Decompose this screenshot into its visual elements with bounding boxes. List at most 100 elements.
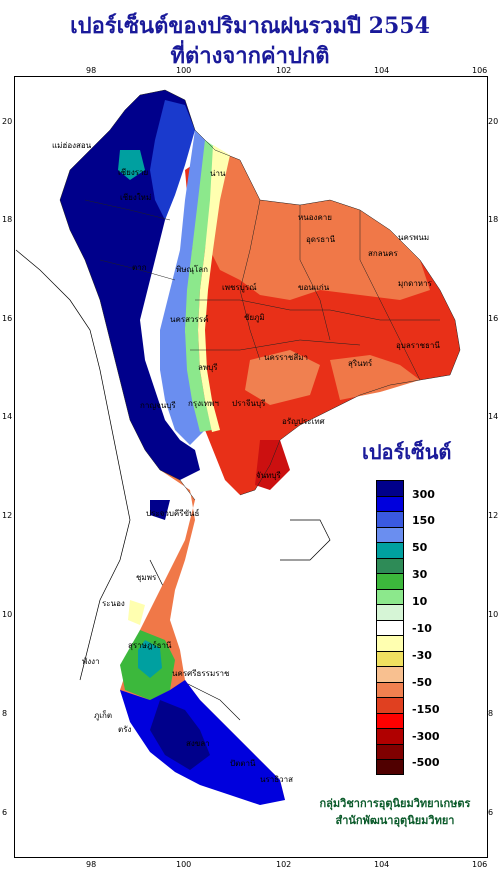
city-label: นครราชสีมา	[264, 353, 308, 362]
anomaly-zone	[138, 640, 162, 678]
anomaly-zone	[185, 140, 222, 432]
city-label: จันทบุรี	[256, 471, 282, 480]
lat-tick: 10	[2, 610, 12, 619]
lat-tick: 18	[488, 215, 498, 224]
lon-tick: 98	[86, 66, 96, 75]
legend-label: -150	[412, 703, 440, 716]
city-label: สุรินทร์	[348, 358, 373, 368]
city-label: ขอนแก่น	[298, 283, 330, 292]
legend-label: 50	[412, 541, 428, 554]
legend-swatch	[376, 697, 404, 713]
legend-swatch	[376, 542, 404, 558]
legend-swatch	[376, 619, 404, 635]
city-label: อุดรธานี	[306, 235, 336, 244]
lon-tick: 104	[374, 66, 389, 75]
city-label: ตรัง	[118, 725, 131, 734]
legend-swatch	[376, 573, 404, 589]
city-label: ชุมพร	[136, 573, 157, 582]
map-title-line1: เปอร์เซ็นต์ของปริมาณฝนรวมปี 2554	[70, 13, 430, 39]
city-label: พังงา	[82, 657, 100, 666]
city-label: กรุงเทพฯ	[188, 399, 219, 408]
legend-swatch	[376, 712, 404, 728]
legend-swatch	[376, 495, 404, 511]
city-label: สงขลา	[186, 739, 210, 748]
city-label: ประจวบคีรีขันธ์	[146, 508, 200, 518]
axis-ticks: 98 100 102 104 106 98 100 102 104 106 20…	[2, 66, 498, 869]
lat-tick: 12	[488, 511, 498, 520]
legend-swatch	[376, 480, 404, 496]
city-label: พิษณุโลก	[176, 264, 208, 274]
legend-swatch	[376, 635, 404, 651]
anomaly-zone	[198, 145, 230, 432]
lon-tick: 106	[472, 860, 487, 869]
city-label: ชัยภูมิ	[244, 313, 265, 323]
anomaly-zone	[255, 440, 290, 490]
legend-swatch	[376, 604, 404, 620]
city-label: เพชรบูรณ์	[222, 282, 257, 293]
legend-swatch	[376, 666, 404, 682]
lon-tick: 104	[374, 860, 389, 869]
legend-label: -300	[412, 730, 440, 743]
city-label: เชียงราย	[118, 168, 148, 177]
lat-tick: 12	[2, 511, 12, 520]
city-label: ภูเก็ต	[94, 710, 112, 721]
lon-tick: 100	[176, 860, 191, 869]
gulf-of-thailand	[180, 470, 255, 660]
lon-tick: 102	[276, 860, 291, 869]
city-label: นครพนม	[398, 233, 429, 242]
coastline	[179, 679, 241, 721]
city-label: นครสวรรค์	[170, 314, 208, 324]
legend-title: เปอร์เซ็นต์	[362, 440, 452, 464]
city-label: มุกดาหาร	[398, 279, 433, 288]
legend-label: 30	[412, 568, 428, 581]
lon-tick: 106	[472, 66, 487, 75]
coastline	[280, 519, 331, 561]
legend-label: -30	[412, 649, 432, 662]
anomaly-zone	[245, 350, 320, 405]
lat-tick: 14	[2, 412, 12, 421]
legend-swatch	[376, 526, 404, 542]
lat-tick: 10	[488, 610, 498, 619]
city-label: ระนอง	[102, 599, 125, 608]
lat-tick: 18	[2, 215, 12, 224]
city-label: อุบลราชธานี	[396, 341, 440, 350]
city-label: สกลนคร	[368, 249, 398, 258]
city-label: เชียงใหม่	[120, 193, 151, 202]
lat-tick: 14	[488, 412, 498, 421]
legend-label: -10	[412, 622, 432, 635]
city-label: กาญจนบุรี	[140, 401, 176, 410]
coastline	[15, 249, 171, 681]
anomaly-zone	[200, 150, 430, 300]
anomaly-zone	[330, 355, 420, 400]
city-label: หนองคาย	[298, 213, 332, 222]
lat-tick: 16	[2, 314, 12, 323]
anomaly-zone	[128, 600, 145, 625]
city-label: อรัญประเทศ	[282, 417, 325, 426]
legend-swatch	[376, 743, 404, 759]
map-title-line2: ที่ต่างจากค่าปกติ	[170, 43, 330, 69]
anomaly-zone	[150, 500, 170, 520]
lat-tick: 20	[2, 117, 12, 126]
legend-color-scale	[376, 480, 404, 775]
legend-label: 150	[412, 514, 435, 527]
legend-label: 300	[412, 488, 435, 501]
anomaly-zone	[150, 700, 210, 770]
legend-swatch	[376, 557, 404, 573]
legend-label: -500	[412, 756, 440, 769]
city-labels: เชียงราย เชียงใหม่ แม่ฮ่องสอน น่าน ตาก ห…	[52, 141, 440, 784]
lon-tick: 102	[276, 66, 291, 75]
lat-tick: 8	[2, 709, 7, 718]
legend-label: -50	[412, 676, 432, 689]
legend-swatch	[376, 588, 404, 604]
legend-swatch	[376, 759, 404, 775]
city-label: ปราจีนบุรี	[232, 399, 266, 408]
lon-tick: 100	[176, 66, 191, 75]
city-label: ปัตตานี	[230, 759, 256, 768]
legend-swatch	[376, 511, 404, 527]
credit-line1: กลุ่มวิชาการอุตุนิยมวิทยาเกษตร	[319, 797, 471, 810]
city-label: ลพบุรี	[198, 363, 218, 372]
city-label: นครศรีธรรมราช	[172, 669, 230, 678]
city-label: นราธิวาส	[260, 775, 293, 784]
anomaly-zone	[118, 150, 145, 180]
